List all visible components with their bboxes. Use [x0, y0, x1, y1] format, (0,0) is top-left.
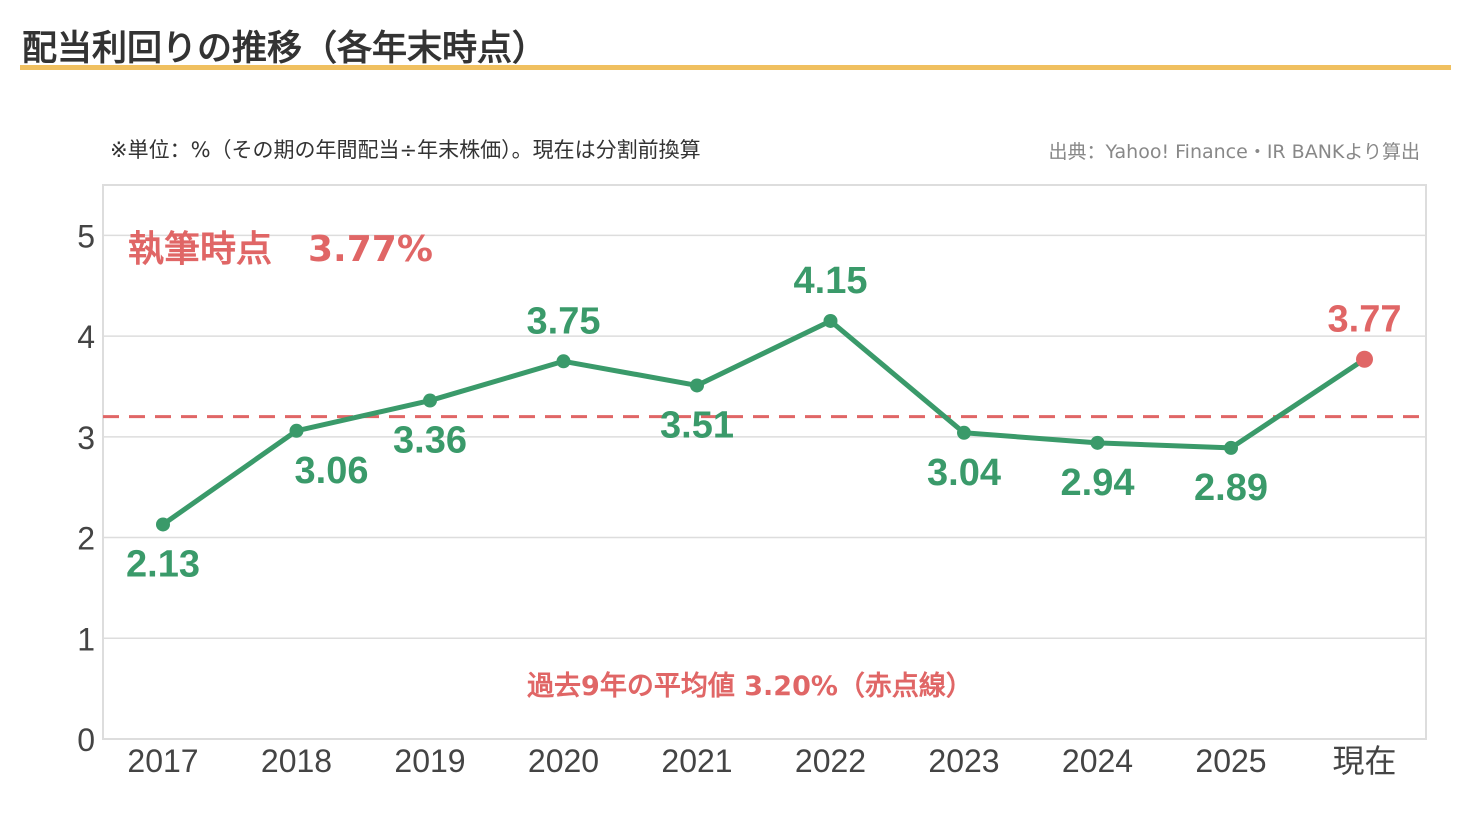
data-label: 3.75: [527, 300, 601, 342]
average-annotation: 過去9年の平均値 3.20%（赤点線）: [527, 670, 973, 702]
data-label: 2.13: [126, 543, 200, 585]
x-tick-label: 2017: [127, 743, 198, 779]
data-point: [823, 313, 838, 328]
y-tick-label: 4: [77, 319, 95, 355]
unit-note: ※単位：%（その期の年間配当÷年末株価）。現在は分割前換算: [110, 138, 701, 162]
current-yield-annotation: 執筆時点 3.77%: [128, 229, 433, 270]
x-tick-label: 2018: [261, 743, 332, 779]
x-tick-label: 2019: [394, 743, 465, 779]
x-tick-label: 2021: [661, 743, 732, 779]
x-tick-label: 2025: [1195, 743, 1266, 779]
data-label: 2.94: [1061, 462, 1135, 504]
page-title: 配当利回りの推移（各年末時点）: [22, 29, 548, 69]
data-label: 3.77: [1328, 298, 1402, 340]
plot-frame: [102, 184, 1427, 740]
data-label: 3.51: [660, 404, 734, 446]
data-point: [957, 425, 971, 440]
x-tick-label: 2024: [1062, 743, 1133, 779]
data-label: 3.06: [295, 450, 369, 492]
x-tick-label: 現在: [1332, 743, 1396, 779]
y-tick-label: 0: [77, 722, 95, 758]
y-tick-label: 2: [77, 521, 95, 557]
data-point: [690, 378, 704, 393]
y-tick-label: 1: [77, 621, 95, 657]
data-label: 4.15: [794, 260, 868, 302]
y-tick-label: 3: [77, 420, 95, 456]
data-point: [1224, 440, 1238, 455]
data-label: 3.36: [393, 420, 467, 462]
x-tick-label: 2022: [795, 743, 866, 779]
x-tick-label: 2023: [928, 743, 999, 779]
series-line: [160, 318, 1367, 527]
source-note: 出典：Yahoo! Finance・IR BANKより算出: [1048, 141, 1420, 163]
data-point: [423, 393, 437, 408]
data-point: [556, 354, 571, 369]
data-point: [1356, 350, 1373, 368]
data-point: [156, 517, 170, 532]
data-label: 3.04: [927, 452, 1001, 494]
x-tick-label: 2020: [528, 743, 599, 779]
y-tick-label: 5: [77, 218, 95, 254]
title-underline: [20, 65, 1451, 70]
data-point: [1090, 435, 1105, 450]
data-label: 2.89: [1194, 467, 1268, 509]
data-point: [289, 423, 304, 438]
